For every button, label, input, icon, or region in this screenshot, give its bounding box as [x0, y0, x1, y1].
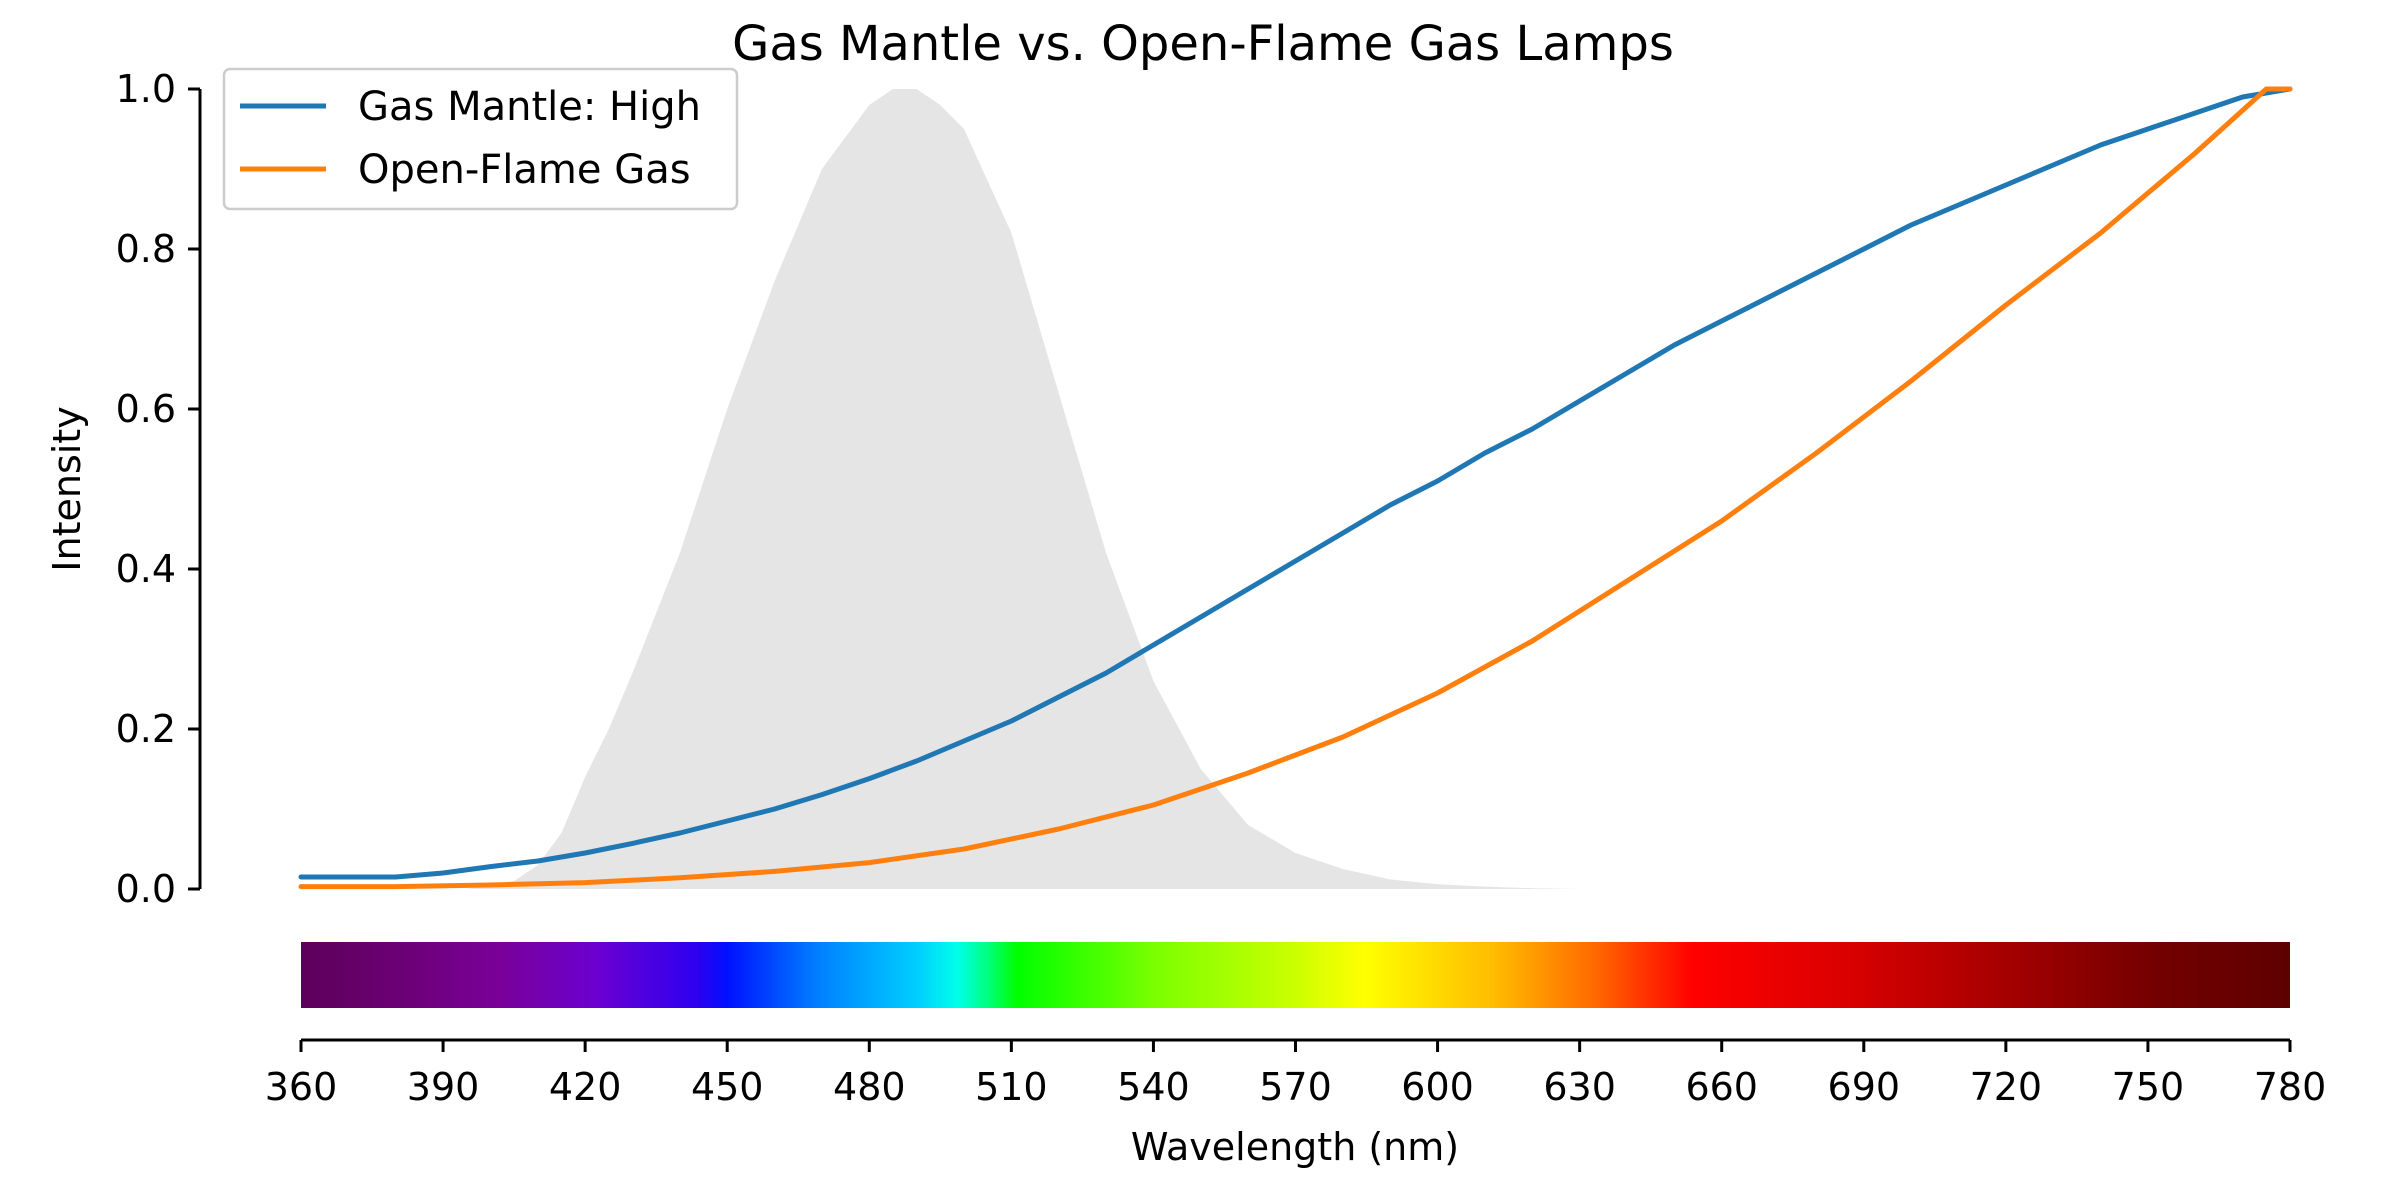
- x-tick-label: 630: [1543, 1065, 1616, 1109]
- wavelength-spectrum-bar: [301, 942, 2290, 1008]
- x-tick-label: 690: [1828, 1065, 1901, 1109]
- x-ticks: 360 390 420 450 480 510 540 570 600 630 660 690 720 7…: [265, 1040, 2327, 1109]
- y-tick-label: 0.6: [116, 387, 176, 431]
- y-tick-label: 0.4: [116, 547, 176, 591]
- y-tick-label: 0.2: [116, 707, 176, 751]
- x-tick-label: 600: [1401, 1065, 1474, 1109]
- series-group: [298, 86, 2293, 890]
- x-tick-label: 720: [1970, 1065, 2043, 1109]
- x-tick-label: 420: [549, 1065, 622, 1109]
- x-tick-label: 540: [1117, 1065, 1190, 1109]
- legend-entries: Gas Mantle: High Open-Flame Gas: [240, 84, 701, 193]
- x-tick-label: 570: [1259, 1065, 1332, 1109]
- series-line-1: [298, 86, 2293, 880]
- y-tick-label: 0.8: [116, 227, 176, 271]
- y-axis-label: Intensity: [45, 406, 89, 571]
- legend-label: Open-Flame Gas: [358, 147, 691, 193]
- y-ticks: 0.0 0.2 0.4 0.6 0.8 1.0: [116, 67, 200, 911]
- legend-box: [222, 67, 739, 211]
- plot-area: [298, 86, 2293, 890]
- y-tick-label: 1.0: [116, 67, 176, 111]
- legend-label: Gas Mantle: High: [358, 84, 701, 130]
- x-tick-label: 390: [407, 1065, 480, 1109]
- x-axis-label: Wavelength (nm): [1131, 1125, 1459, 1169]
- x-axis: 360 390 420 450 480 510 540 570 600 630 660 690 720 7…: [265, 1038, 2327, 1169]
- x-tick-label: 450: [691, 1065, 764, 1109]
- series-line-2: [298, 86, 2293, 890]
- reference-curve-area: [301, 89, 1580, 889]
- x-tick-label: 360: [265, 1065, 338, 1109]
- x-tick-label: 660: [1685, 1065, 1758, 1109]
- x-tick-label: 780: [2254, 1065, 2327, 1109]
- chart-title: Gas Mantle vs. Open-Flame Gas Lamps: [732, 16, 1674, 72]
- x-tick-label: 750: [2112, 1065, 2185, 1109]
- y-tick-label: 0.0: [116, 867, 176, 911]
- y-axis: 0.0 0.2 0.4 0.6 0.8 1.0 Intensity: [45, 67, 202, 911]
- x-tick-label: 480: [833, 1065, 906, 1109]
- x-tick-label: 510: [975, 1065, 1048, 1109]
- legend: Gas Mantle: High Open-Flame Gas: [222, 67, 739, 211]
